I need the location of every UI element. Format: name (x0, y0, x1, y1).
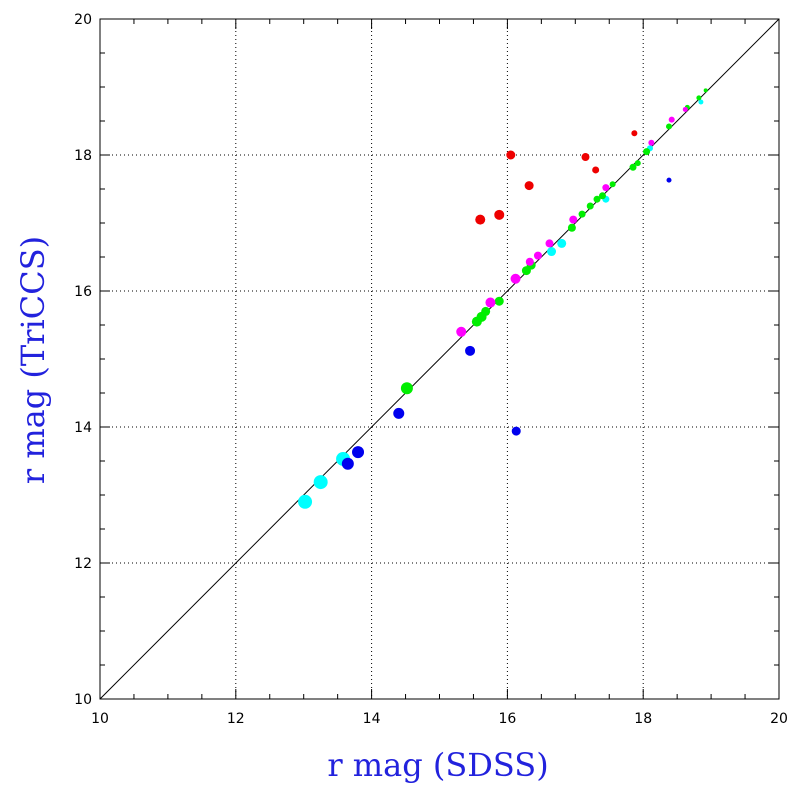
data-point (696, 95, 702, 101)
y-axis-title: r mag (TriCCS) (14, 236, 52, 484)
data-point (581, 153, 590, 162)
data-point (569, 215, 578, 224)
data-point (393, 407, 405, 419)
data-points (298, 88, 708, 509)
x-tick-label: 14 (363, 711, 381, 727)
y-tick-label: 16 (74, 284, 92, 300)
data-point (698, 99, 704, 105)
data-point (648, 139, 655, 146)
data-point (666, 177, 672, 183)
data-point (481, 306, 491, 316)
data-point (545, 239, 554, 248)
data-point (567, 223, 576, 232)
data-point (668, 116, 675, 123)
data-point (533, 251, 542, 260)
data-point (341, 457, 354, 470)
data-point (602, 184, 610, 192)
y-tick-label: 10 (74, 692, 92, 708)
data-point (557, 238, 567, 248)
data-point (524, 181, 534, 191)
data-point (494, 209, 505, 220)
data-point (666, 123, 673, 130)
data-point (578, 210, 586, 218)
plot-frame (99, 18, 780, 700)
data-point (609, 181, 616, 188)
data-point (352, 446, 365, 459)
data-point (547, 247, 557, 257)
data-point (511, 426, 521, 436)
x-tick-label: 16 (498, 711, 516, 727)
x-tick-label: 18 (634, 711, 652, 727)
x-tick-label: 20 (770, 711, 788, 727)
x-tick-label: 10 (91, 711, 109, 727)
x-tick-label: 12 (227, 711, 245, 727)
x-axis-title: r mag (SDSS) (327, 746, 548, 784)
data-point (593, 195, 601, 203)
data-point (634, 160, 641, 167)
y-tick-label: 12 (74, 556, 92, 572)
identity-line (99, 18, 780, 700)
tick-labels: 10 12 14 16 18 20 10 12 14 16 18 20 (74, 12, 788, 727)
data-point (298, 494, 313, 509)
data-point (631, 130, 638, 137)
data-point (592, 166, 600, 174)
data-point (506, 150, 516, 160)
grid-lines (100, 19, 779, 699)
y-tick-label: 18 (74, 148, 92, 164)
data-point (475, 214, 486, 225)
data-point (456, 326, 467, 337)
data-point (586, 202, 594, 210)
y-tick-label: 20 (74, 12, 92, 28)
data-point (682, 106, 688, 112)
data-point (629, 163, 637, 171)
data-point (400, 382, 413, 395)
data-point (313, 475, 328, 490)
data-point (485, 297, 496, 308)
data-point (703, 88, 708, 93)
data-point (494, 296, 504, 306)
data-point (525, 257, 534, 266)
data-point (643, 148, 651, 156)
data-point (510, 273, 521, 284)
data-point (465, 345, 476, 356)
y-tick-label: 14 (74, 420, 92, 436)
data-point (598, 192, 606, 200)
